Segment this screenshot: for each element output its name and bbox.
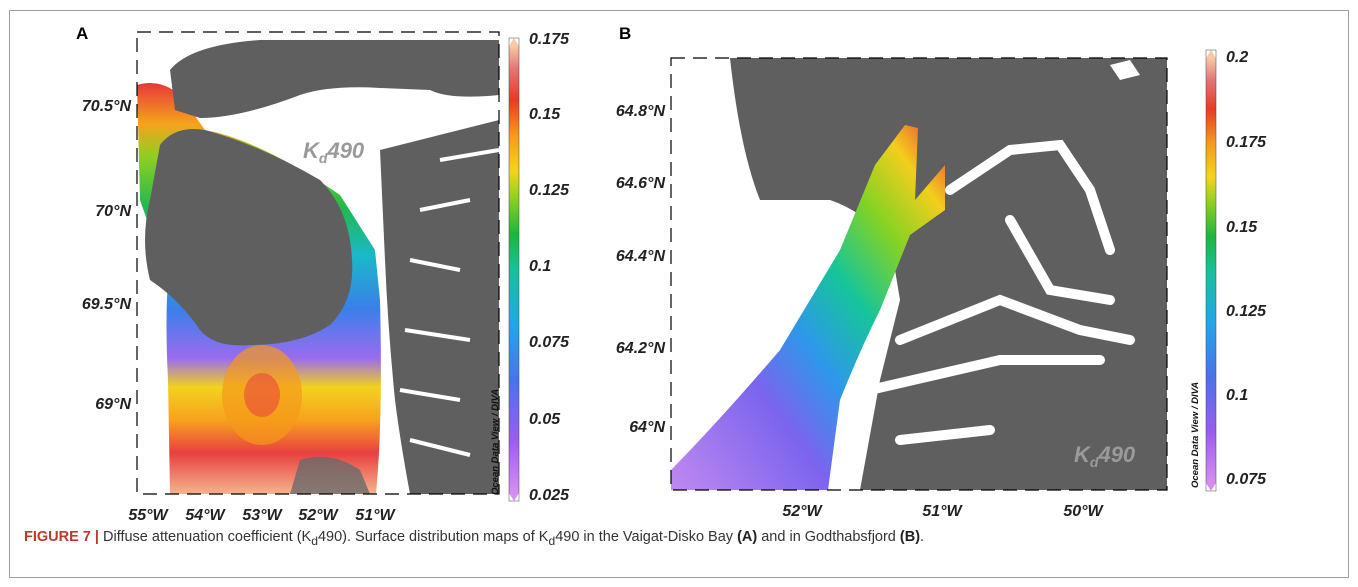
caption-figure-label: FIGURE 7 | [24,529,99,545]
ytick-b-0: 64.8°N [616,103,666,120]
map-a-title: Kd490 [303,138,365,166]
colorbar-a-tick-6: 0.025 [529,487,570,504]
map-a-credit: Ocean Data View / DIVA [490,389,501,495]
colorbar-a-tick-3: 0.1 [529,258,551,275]
colorbar-a-tick-0: 0.175 [529,31,570,48]
map-b-credit: Ocean Data View / DIVA [1190,382,1201,488]
colorbar-a: 0.175 0.15 0.125 0.1 0.075 0.05 0.025 [508,31,570,504]
map-b-title: Kd490 [1074,442,1136,470]
map-b-yticks: 64.8°N 64.6°N 64.4°N 64.2°N 64°N [616,103,666,436]
map-a [137,32,499,494]
colorbar-b-tick-0: 0.2 [1226,49,1248,66]
caption-text-2: 490). Surface distribution maps of K [317,529,549,545]
xtick-a-0: 55°W [128,507,169,524]
ytick-b-3: 64.2°N [616,340,666,357]
caption-text-3: 490 in the Vaigat-Disko Bay [555,529,738,545]
colorbar-b-tick-2: 0.15 [1226,219,1258,236]
map-b [671,58,1167,490]
figure-caption: FIGURE 7 | Diffuse attenuation coefficie… [24,529,1324,548]
panel-label-b: B [619,24,632,43]
xtick-b-2: 50°W [1063,503,1104,520]
colorbar-a-tick-2: 0.125 [529,182,570,199]
colorbar-a-tick-5: 0.05 [529,411,561,428]
panel-label-a: A [76,24,89,43]
colorbar-b-tick-5: 0.075 [1226,471,1267,488]
ytick-a-0: 70.5°N [82,98,132,115]
xtick-a-2: 53°W [242,507,283,524]
map-a-yticks: 70.5°N 70°N 69.5°N 69°N [82,98,132,413]
caption-ref-b: (B) [899,529,921,545]
ytick-b-4: 64°N [629,419,665,436]
colorbar-b: 0.2 0.175 0.15 0.125 0.1 0.075 [1205,49,1267,492]
ytick-a-3: 69°N [95,396,131,413]
caption-text-4: and in Godthabsfjord [757,529,900,545]
xtick-a-3: 52°W [298,507,339,524]
map-b-border [670,57,1168,491]
caption-text-1: Diffuse attenuation coefficient (K [98,529,312,545]
map-a-xticks: 55°W 54°W 53°W 52°W 51°W [128,507,396,524]
ytick-b-2: 64.4°N [616,248,666,265]
colorbar-b-tick-4: 0.1 [1226,387,1248,404]
colorbar-b-tick-1: 0.175 [1226,134,1267,151]
ytick-a-1: 70°N [95,203,131,220]
caption-ref-a: (A) [737,529,758,545]
xtick-a-4: 51°W [355,507,396,524]
colorbar-a-tick-4: 0.075 [529,334,570,351]
xtick-b-1: 51°W [922,503,963,520]
ytick-a-2: 69.5°N [82,296,132,313]
caption-sub-2: d [548,533,556,548]
xtick-a-1: 54°W [185,507,226,524]
ytick-b-1: 64.6°N [616,175,666,192]
map-b-xticks: 52°W 51°W 50°W [782,503,1104,520]
caption-text-5: . [920,529,925,545]
caption-sub-1: d [311,533,318,548]
map-a-border [136,31,500,495]
colorbar-b-tick-3: 0.125 [1226,303,1267,320]
colorbar-a-tick-1: 0.15 [529,106,561,123]
xtick-b-0: 52°W [782,503,823,520]
